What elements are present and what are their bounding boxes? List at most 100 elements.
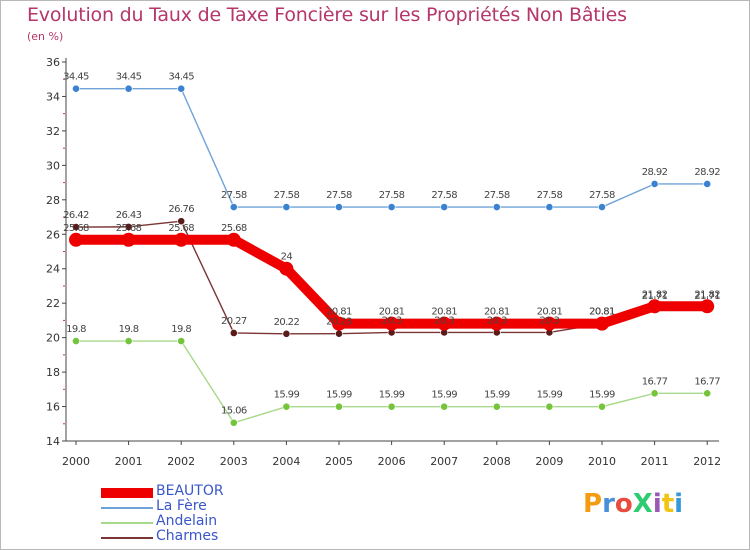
data-label: 34.45 — [63, 72, 89, 83]
data-label: 19.8 — [66, 324, 86, 335]
data-point — [650, 180, 659, 188]
data-label: 20.22 — [274, 317, 300, 328]
data-point — [489, 316, 504, 331]
y-tick-label: 26 — [46, 228, 60, 241]
data-label: 25.68 — [63, 223, 89, 234]
data-point — [437, 316, 452, 331]
data-point — [121, 232, 136, 247]
data-point — [598, 402, 606, 411]
data-point — [387, 402, 396, 411]
data-point — [72, 337, 80, 345]
legend-swatch — [101, 521, 153, 524]
y-tick-label: 32 — [46, 125, 60, 138]
data-point — [332, 316, 346, 331]
data-label: 21.71 — [642, 291, 668, 302]
data-label: 21.82 — [642, 289, 668, 300]
data-point — [492, 203, 501, 211]
data-point — [226, 232, 241, 247]
x-tick-label: 2012 — [693, 455, 721, 468]
data-label: 15.99 — [326, 390, 352, 401]
y-tick-label: 30 — [46, 159, 60, 172]
y-tick-label: 14 — [46, 435, 60, 448]
data-point — [177, 217, 186, 226]
logo-letter: X — [632, 489, 653, 519]
data-point — [124, 222, 133, 231]
data-label: 25.68 — [116, 223, 142, 234]
data-point — [545, 402, 554, 411]
data-point — [700, 299, 715, 314]
data-label: 20.23 — [326, 317, 352, 328]
data-point — [440, 203, 449, 211]
x-tick-label: 2010 — [588, 455, 616, 468]
data-point — [647, 299, 662, 314]
data-label: 20.81 — [431, 307, 457, 318]
data-point — [72, 223, 80, 231]
data-label: 25.68 — [221, 223, 247, 234]
y-axis-unit-label: (en %) — [27, 30, 64, 43]
logo-letter: t — [661, 489, 675, 519]
y-tick-label: 20 — [46, 332, 60, 345]
data-label: 27.58 — [589, 190, 615, 201]
logo-letter: P — [583, 489, 603, 519]
data-label: 28.92 — [642, 167, 668, 178]
data-point — [282, 329, 291, 338]
y-tick-label: 36 — [46, 56, 60, 69]
data-point — [384, 316, 399, 331]
x-tick-label: 2005 — [325, 455, 353, 468]
legend-label: BEAUTOR — [156, 483, 224, 499]
data-label: 20.81 — [589, 307, 615, 318]
data-label: 26.76 — [168, 204, 194, 215]
data-label: 25.68 — [168, 223, 194, 234]
chart-title: Evolution du Taux de Taxe Foncière sur l… — [27, 4, 627, 26]
legend-label: La Fère — [156, 498, 207, 514]
data-label: 27.58 — [431, 190, 457, 201]
data-label: 20.27 — [221, 316, 247, 327]
data-label: 15.99 — [537, 390, 563, 401]
data-label: 34.45 — [168, 72, 194, 83]
data-label: 26.43 — [116, 210, 142, 221]
data-label: 21.71 — [694, 291, 720, 302]
data-point — [703, 180, 712, 188]
data-label: 34.45 — [116, 72, 142, 83]
data-label: 20.81 — [379, 307, 405, 318]
data-point — [282, 402, 291, 411]
data-point — [595, 316, 609, 331]
x-tick-label: 2008 — [483, 455, 511, 468]
legend-swatch — [101, 536, 153, 539]
data-label: 16.77 — [642, 376, 668, 387]
y-tick-label: 18 — [46, 366, 60, 379]
data-label: 19.8 — [171, 324, 191, 335]
data-point — [124, 84, 133, 93]
data-label: 28.92 — [694, 167, 720, 178]
proxiti-logo: ProXiti — [583, 489, 683, 519]
data-point — [229, 418, 238, 427]
data-label: 15.99 — [431, 390, 457, 401]
data-label: 15.99 — [589, 390, 615, 401]
data-point — [542, 316, 557, 331]
data-label: 15.99 — [274, 390, 300, 401]
data-label: 15.06 — [221, 406, 247, 417]
x-tick-label: 2006 — [378, 455, 406, 468]
x-tick-label: 2004 — [272, 455, 300, 468]
logo-letter: o — [614, 489, 633, 519]
data-point — [335, 329, 343, 338]
data-label: 21.82 — [694, 289, 720, 300]
data-point — [229, 203, 238, 211]
y-tick-label: 34 — [46, 90, 60, 103]
data-label: 27.58 — [274, 190, 300, 201]
y-tick-label: 22 — [46, 297, 60, 310]
data-label: 20.3 — [539, 315, 559, 326]
logo-letter: r — [602, 489, 615, 519]
data-point — [174, 232, 189, 247]
x-tick-label: 2011 — [641, 455, 669, 468]
data-label: 20.3 — [434, 315, 454, 326]
logo-letter: i — [674, 489, 684, 519]
data-point — [124, 337, 133, 345]
data-point — [69, 232, 83, 247]
data-point — [282, 203, 291, 211]
data-label: 27.58 — [537, 190, 563, 201]
data-label: 27.58 — [379, 190, 405, 201]
data-label: 24 — [281, 252, 293, 263]
